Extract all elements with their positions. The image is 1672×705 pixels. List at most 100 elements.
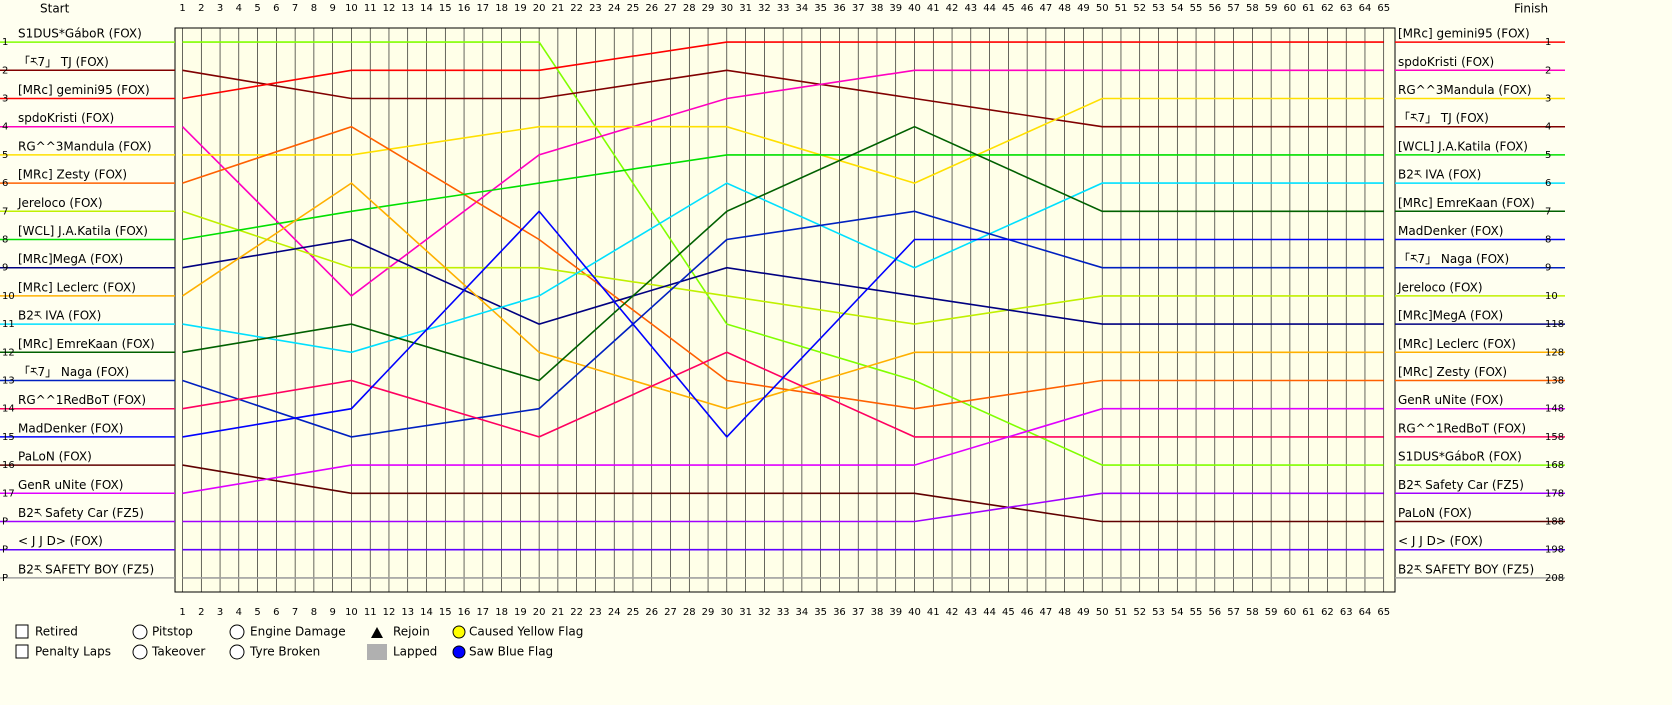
y2-tick-label: 7 (1545, 206, 1551, 217)
y-tick-label: 12 (2, 347, 15, 358)
finish-name: B2ར IVA (FOX) (1398, 168, 1481, 182)
finish-name: RG^^3Mandula (FOX) (1398, 83, 1532, 97)
finish-name: B2ར Safety Car (FZ5) (1398, 478, 1524, 492)
legend-label: [MRc] EmreKaan (FOX) (18, 337, 155, 351)
x-tick-label: 3 (217, 607, 223, 618)
y2-tick-label: 188 (1545, 517, 1564, 528)
legend-label: Retired (35, 625, 78, 639)
legend-label: Pitstop (152, 625, 193, 639)
x-tick-label: 25 (627, 3, 640, 14)
legend-label: 「ར7」 TJ (FOX) (18, 55, 109, 69)
x-tick-label: 31 (739, 607, 752, 618)
position-line (182, 210, 1384, 325)
x-tick-label: 7 (292, 607, 298, 618)
x-tick-label: 26 (645, 607, 658, 618)
x-tick-label: 48 (1058, 3, 1071, 14)
position-line (182, 210, 1384, 439)
y-tick-label: 17 (2, 488, 15, 499)
x-tick-label: 62 (1321, 3, 1334, 14)
x-tick-label: 2 (198, 3, 204, 14)
x-tick-label: 3 (217, 3, 223, 14)
x-tick-label: 14 (420, 3, 433, 14)
y-tick-label: 1 (2, 37, 8, 48)
y-tick-label: P (2, 517, 8, 528)
x-tick-label: 64 (1359, 3, 1372, 14)
legend-label: 「ར7」 Naga (FOX) (18, 365, 129, 379)
position-line (182, 154, 1384, 241)
x-tick-label: 45 (1002, 607, 1015, 618)
x-tick-label: 21 (552, 3, 565, 14)
y-tick-label: 7 (2, 206, 8, 217)
position-line (182, 464, 1384, 523)
finish-name: RG^^1RedBoT (FOX) (1398, 421, 1526, 435)
x-tick-label: 46 (1021, 607, 1034, 618)
x-tick-label: 60 (1284, 3, 1297, 14)
position-line (181, 69, 1384, 297)
position-line (182, 351, 1384, 438)
x-tick-label: 14 (420, 607, 433, 618)
x-tick-label: 18 (495, 3, 508, 14)
x-tick-label: 39 (889, 607, 902, 618)
y2-tick-label: 148 (1545, 404, 1564, 415)
x-tick-label: 11 (364, 607, 377, 618)
legend-label: RG^^3Mandula (FOX) (18, 139, 152, 153)
x-tick-label: 27 (664, 607, 677, 618)
finish-name: [MRc] EmreKaan (FOX) (1398, 196, 1535, 210)
x-tick-label: 59 (1265, 607, 1278, 618)
x-tick-label: 6 (273, 607, 279, 618)
x-tick-label: 19 (514, 3, 527, 14)
y2-tick-label: 158 (1545, 432, 1564, 443)
y2-tick-label: 168 (1545, 460, 1564, 471)
legend-label: B2ར Safety Car (FZ5) (18, 506, 144, 520)
finish-name: < J J D> (FOX) (1398, 534, 1483, 548)
x-tick-label: 41 (927, 3, 940, 14)
x-tick-label: 1 (179, 3, 185, 14)
finish-name: spdoKristi (FOX) (1398, 55, 1494, 69)
finish-name: [MRc] Zesty (FOX) (1398, 365, 1507, 379)
plot-area (174, 27, 1396, 593)
x-tick-label: 65 (1377, 607, 1390, 618)
y2-tick-label: 138 (1545, 376, 1564, 387)
x-tick-label: 32 (758, 3, 771, 14)
legend-label: S1DUS*GáboR (FOX) (18, 27, 142, 41)
x-tick-label: 4 (236, 3, 242, 14)
x-tick-label: 20 (533, 3, 546, 14)
x-tick-label: 61 (1302, 607, 1315, 618)
finish-name: [MRc]MegA (FOX) (1398, 309, 1503, 323)
y2-tick-label: 118 (1545, 319, 1564, 330)
y-tick-label: 4 (2, 122, 8, 133)
y-tick-label: 9 (2, 263, 8, 274)
y2-tick-label: 128 (1545, 347, 1564, 358)
x-tick-label: 30 (720, 3, 733, 14)
x-tick-label: 36 (833, 607, 846, 618)
y2-tick-label: 9 (1545, 263, 1551, 274)
x-tick-label: 49 (1077, 607, 1090, 618)
finish-name: Jereloco (FOX) (1397, 280, 1483, 294)
x-tick-label: 57 (1227, 607, 1240, 618)
legend-label: B2ར IVA (FOX) (18, 309, 101, 323)
x-tick-label: 33 (777, 607, 790, 618)
x-tick-label: 35 (814, 607, 827, 618)
x-tick-label: 38 (871, 607, 884, 618)
x-tick-label: 31 (739, 3, 752, 14)
icon-lapped (367, 644, 387, 660)
icon-penalty (15, 644, 29, 659)
legend-label: Tyre Broken (249, 645, 320, 659)
y2-tick-label: 8 (1545, 235, 1551, 246)
x-tick-label: 61 (1302, 3, 1315, 14)
x-tick-label: 47 (1040, 607, 1053, 618)
x-tick-label: 63 (1340, 3, 1353, 14)
y-tick-label: 5 (2, 150, 8, 161)
x-tick-label: 24 (608, 607, 621, 618)
x-tick-label: 29 (702, 607, 715, 618)
icon-rejoin (371, 627, 383, 638)
legend-label: Rejoin (393, 625, 430, 639)
x-tick-label: 65 (1377, 3, 1390, 14)
x-tick-label: 40 (908, 3, 921, 14)
y-tick-label: P (2, 573, 8, 584)
finish-name: [MRc] Leclerc (FOX) (1398, 337, 1516, 351)
icon-takeover (132, 644, 148, 660)
x-tick-label: 58 (1246, 607, 1259, 618)
legend-label: PaLoN (FOX) (18, 450, 92, 464)
